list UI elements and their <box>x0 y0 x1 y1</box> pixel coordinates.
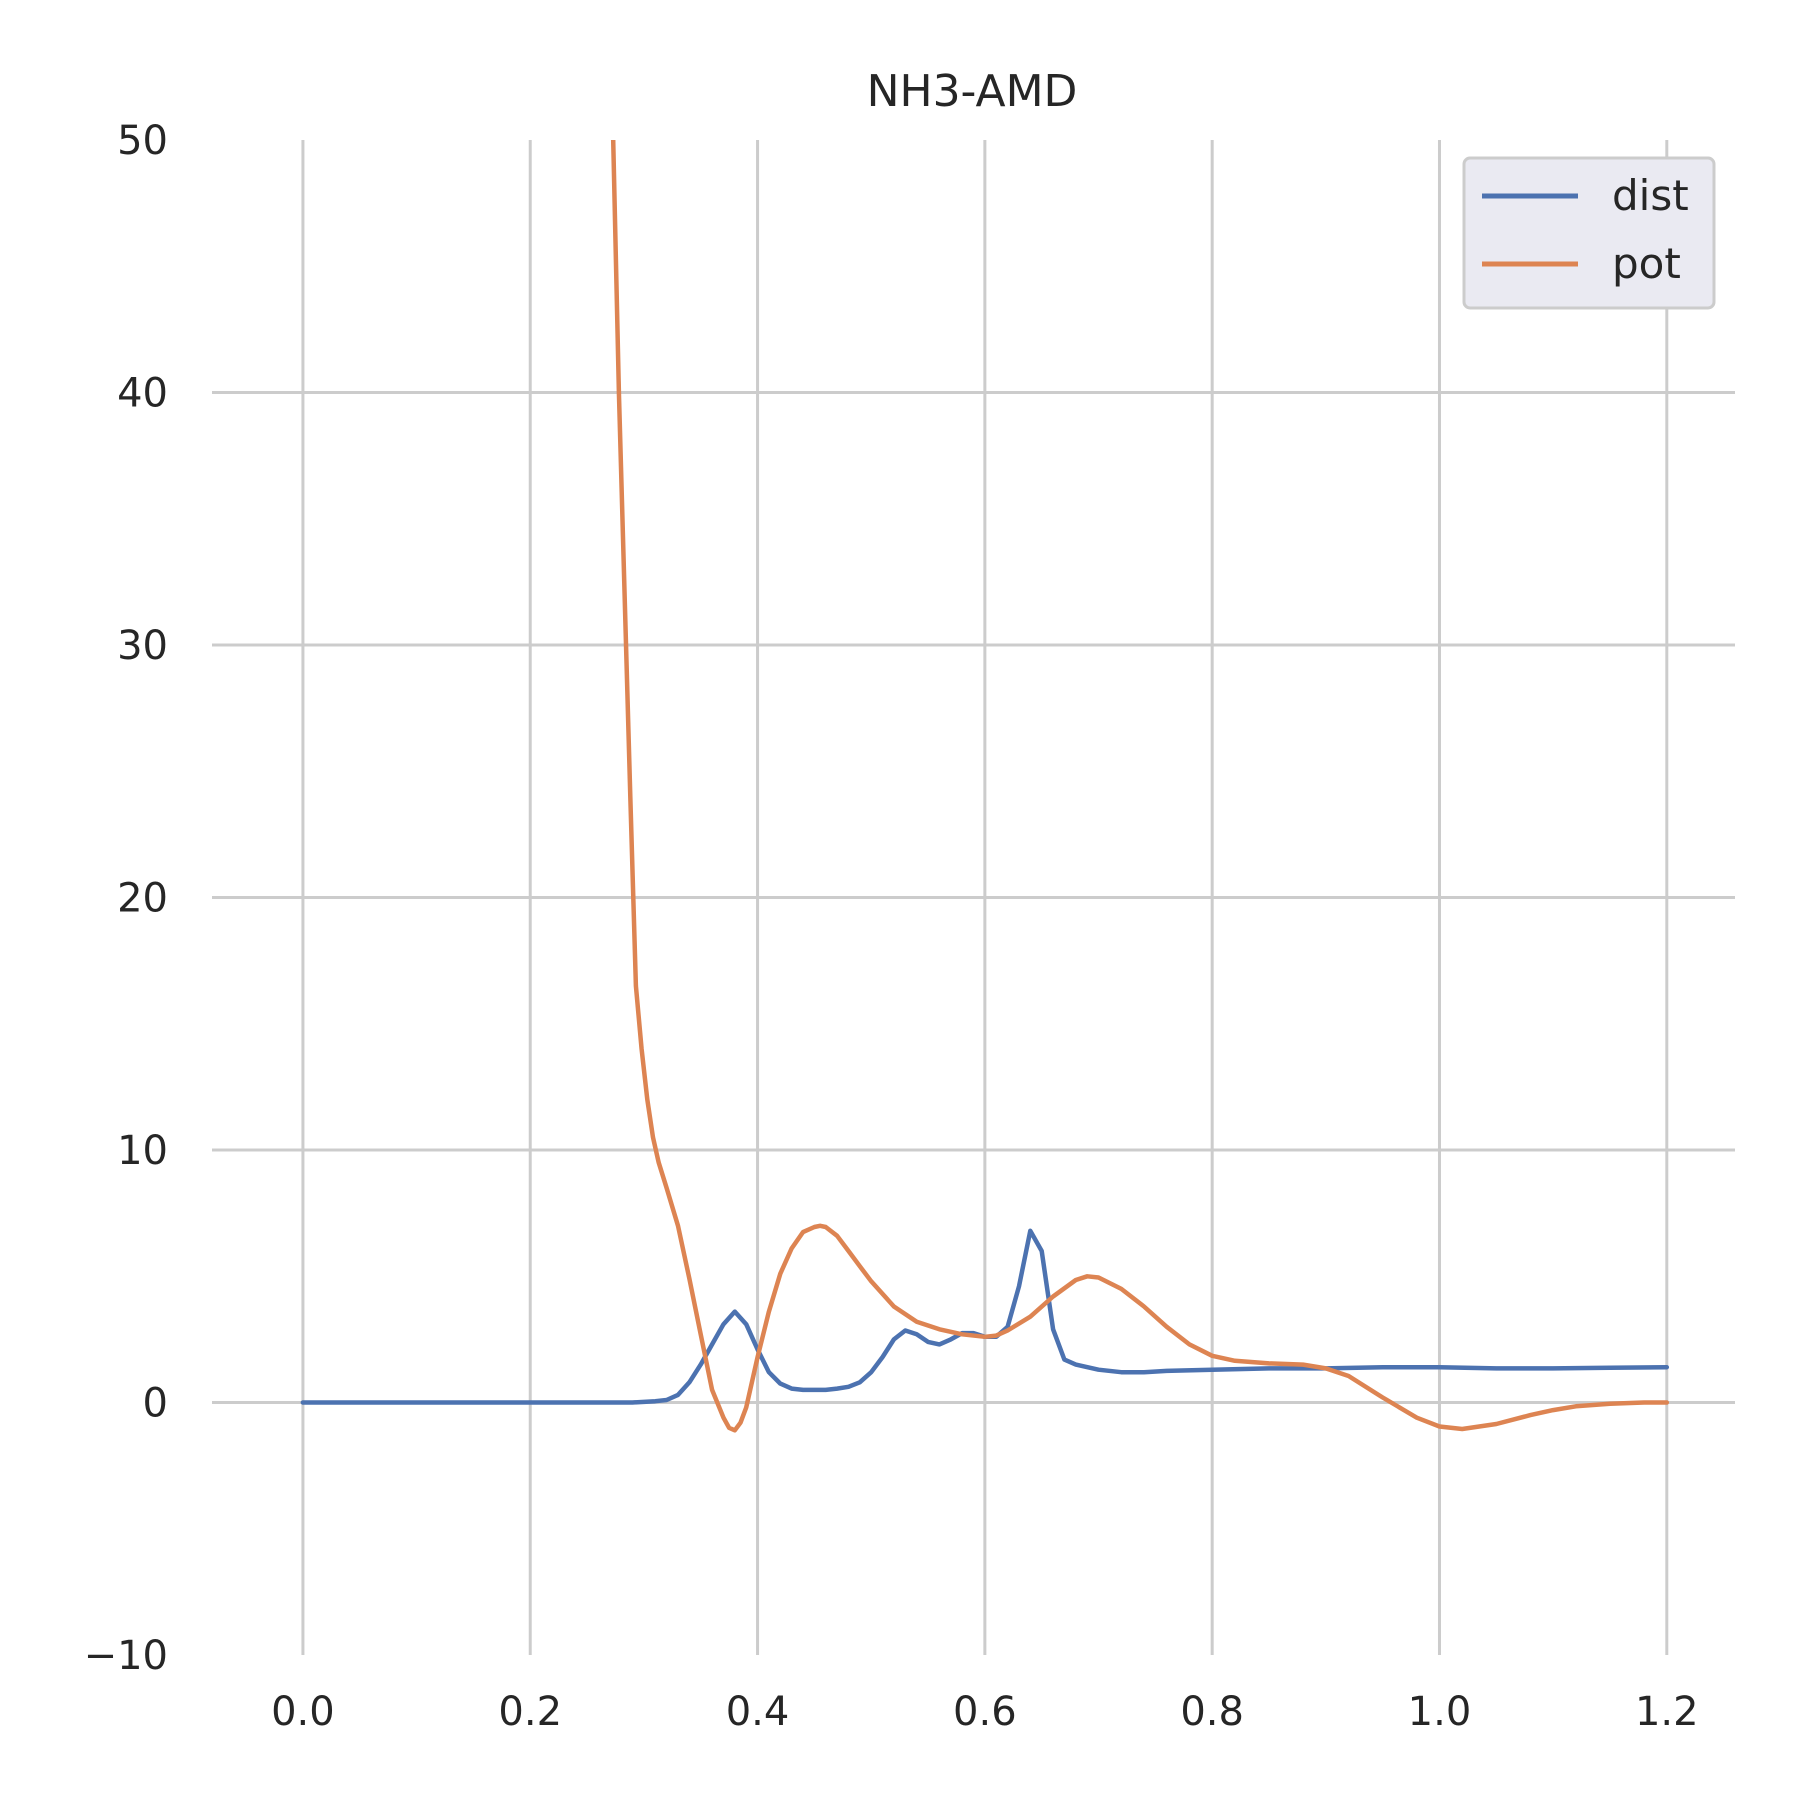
series-lines <box>300 140 1670 1433</box>
chart-title: NH3-AMD <box>867 66 1078 117</box>
legend-label-pot: pot <box>1612 239 1681 288</box>
grid <box>212 140 1735 1655</box>
y-tick-label: −10 <box>84 1633 168 1679</box>
x-tick-label: 1.0 <box>1408 1689 1472 1735</box>
y-tick-label: 20 <box>117 876 168 922</box>
x-tick-label: 0.8 <box>1180 1689 1244 1735</box>
x-tick-label: 0.4 <box>726 1689 790 1735</box>
series-line-dist <box>300 1228 1670 1405</box>
x-tick-label: 0.0 <box>271 1689 335 1735</box>
x-tick-labels: 0.0 0.2 0.4 0.6 0.8 1.0 1.2 <box>271 1689 1699 1735</box>
x-tick-label: 0.6 <box>953 1689 1017 1735</box>
y-tick-label: 30 <box>117 623 168 669</box>
y-tick-label: 10 <box>117 1128 168 1174</box>
x-tick-label: 0.2 <box>498 1689 562 1735</box>
y-tick-label: 50 <box>117 118 168 164</box>
y-tick-label: 0 <box>143 1381 168 1427</box>
legend-label-dist: dist <box>1612 171 1689 220</box>
legend: dist pot <box>1462 156 1716 310</box>
y-tick-label: 40 <box>117 371 168 417</box>
x-tick-label: 1.2 <box>1635 1689 1699 1735</box>
y-tick-labels: −10 0 10 20 30 40 50 <box>84 118 168 1679</box>
series-line-pot <box>610 140 1670 1433</box>
